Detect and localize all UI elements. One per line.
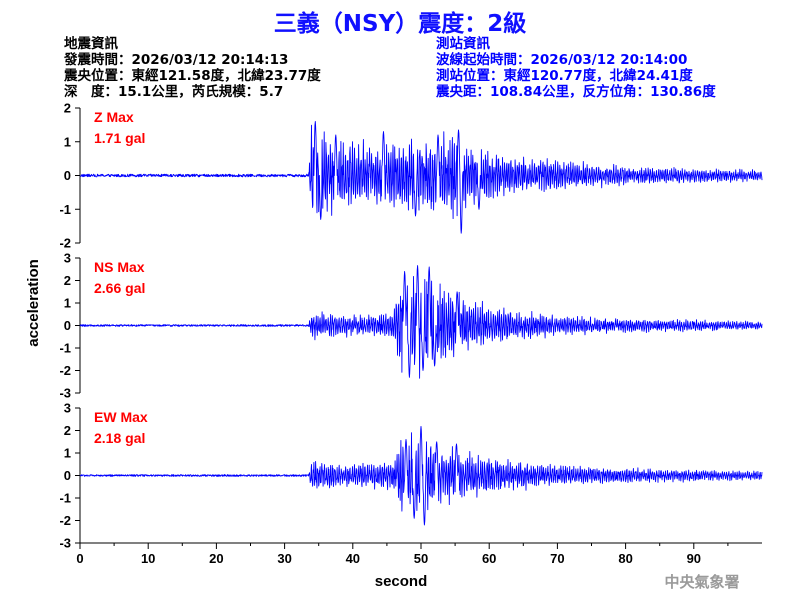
ew-y-tick-label: -1	[59, 491, 71, 506]
ns-y-tick-label: 0	[64, 318, 71, 333]
watermark: 中央氣象署	[664, 573, 739, 591]
epicenter-location: 震央位置：東經121.58度，北緯23.77度	[64, 68, 321, 84]
ns-y-tick-label: 1	[64, 296, 71, 311]
epicentral-distance: 震央距：108.84公里，反方位角：130.86度	[436, 84, 716, 100]
station-location: 測站位置：東經120.77度，北緯24.41度	[436, 68, 693, 84]
waveform-start-time: 波線起始時間：2026/03/12 20:14:00	[436, 52, 688, 68]
x-tick-label: 70	[550, 551, 564, 566]
z-y-tick-label: 0	[64, 168, 71, 183]
z-trace	[79, 121, 763, 234]
earthquake-info-heading: 地震資訊	[64, 36, 118, 52]
origin-time: 發震時間：2026/03/12 20:14:13	[64, 52, 289, 68]
x-tick-label: 90	[687, 551, 701, 566]
ns-max-title: NS Max	[94, 259, 145, 275]
station-info-heading: 測站資訊	[436, 36, 490, 52]
z-y-tick-label: 1	[64, 134, 71, 149]
ew-max-title: EW Max	[94, 409, 148, 425]
ew-y-tick-label: 2	[64, 423, 71, 438]
ns-y-tick-label: 2	[64, 273, 71, 288]
x-tick-label: 30	[277, 551, 291, 566]
x-tick-label: 60	[482, 551, 496, 566]
z-y-tick-label: -2	[59, 236, 71, 251]
ns-y-tick-label: -1	[59, 341, 71, 356]
ew-max-value: 2.18 gal	[94, 430, 145, 446]
z-max-title: Z Max	[94, 109, 134, 125]
x-tick-label: 50	[414, 551, 428, 566]
ew-y-tick-label: 3	[64, 401, 71, 416]
y-axis-label: acceleration	[25, 259, 42, 347]
ns-max-value: 2.66 gal	[94, 280, 145, 296]
ew-y-tick-label: -2	[59, 513, 71, 528]
depth-magnitude: 深 度：15.1公里，芮氏規模：5.7	[64, 84, 284, 100]
station-info: 測站資訊 波線起始時間：2026/03/12 20:14:00 測站位置：東經1…	[436, 36, 716, 100]
x-tick-label: 10	[141, 551, 155, 566]
ns-y-tick-label: -2	[59, 363, 71, 378]
x-tick-label: 80	[618, 551, 632, 566]
ns-trace	[79, 265, 763, 379]
page-title: 三義（NSY）震度：2級	[273, 11, 527, 37]
ns-y-tick-label: 3	[64, 251, 71, 266]
z-y-tick-label: 2	[64, 101, 71, 116]
ns-y-tick-label: -3	[59, 386, 71, 401]
z-max-value: 1.71 gal	[94, 130, 145, 146]
x-tick-label: 40	[346, 551, 360, 566]
x-tick-label: 0	[76, 551, 83, 566]
x-tick-label: 20	[209, 551, 223, 566]
x-axis-label: second	[375, 573, 428, 590]
ew-y-tick-label: 1	[64, 446, 71, 461]
ew-y-tick-label: -3	[59, 536, 71, 551]
ew-y-tick-label: 0	[64, 468, 71, 483]
z-y-tick-label: -1	[59, 202, 71, 217]
earthquake-info: 地震資訊 發震時間：2026/03/12 20:14:13 震央位置：東經121…	[64, 36, 321, 100]
ew-trace	[79, 425, 763, 526]
